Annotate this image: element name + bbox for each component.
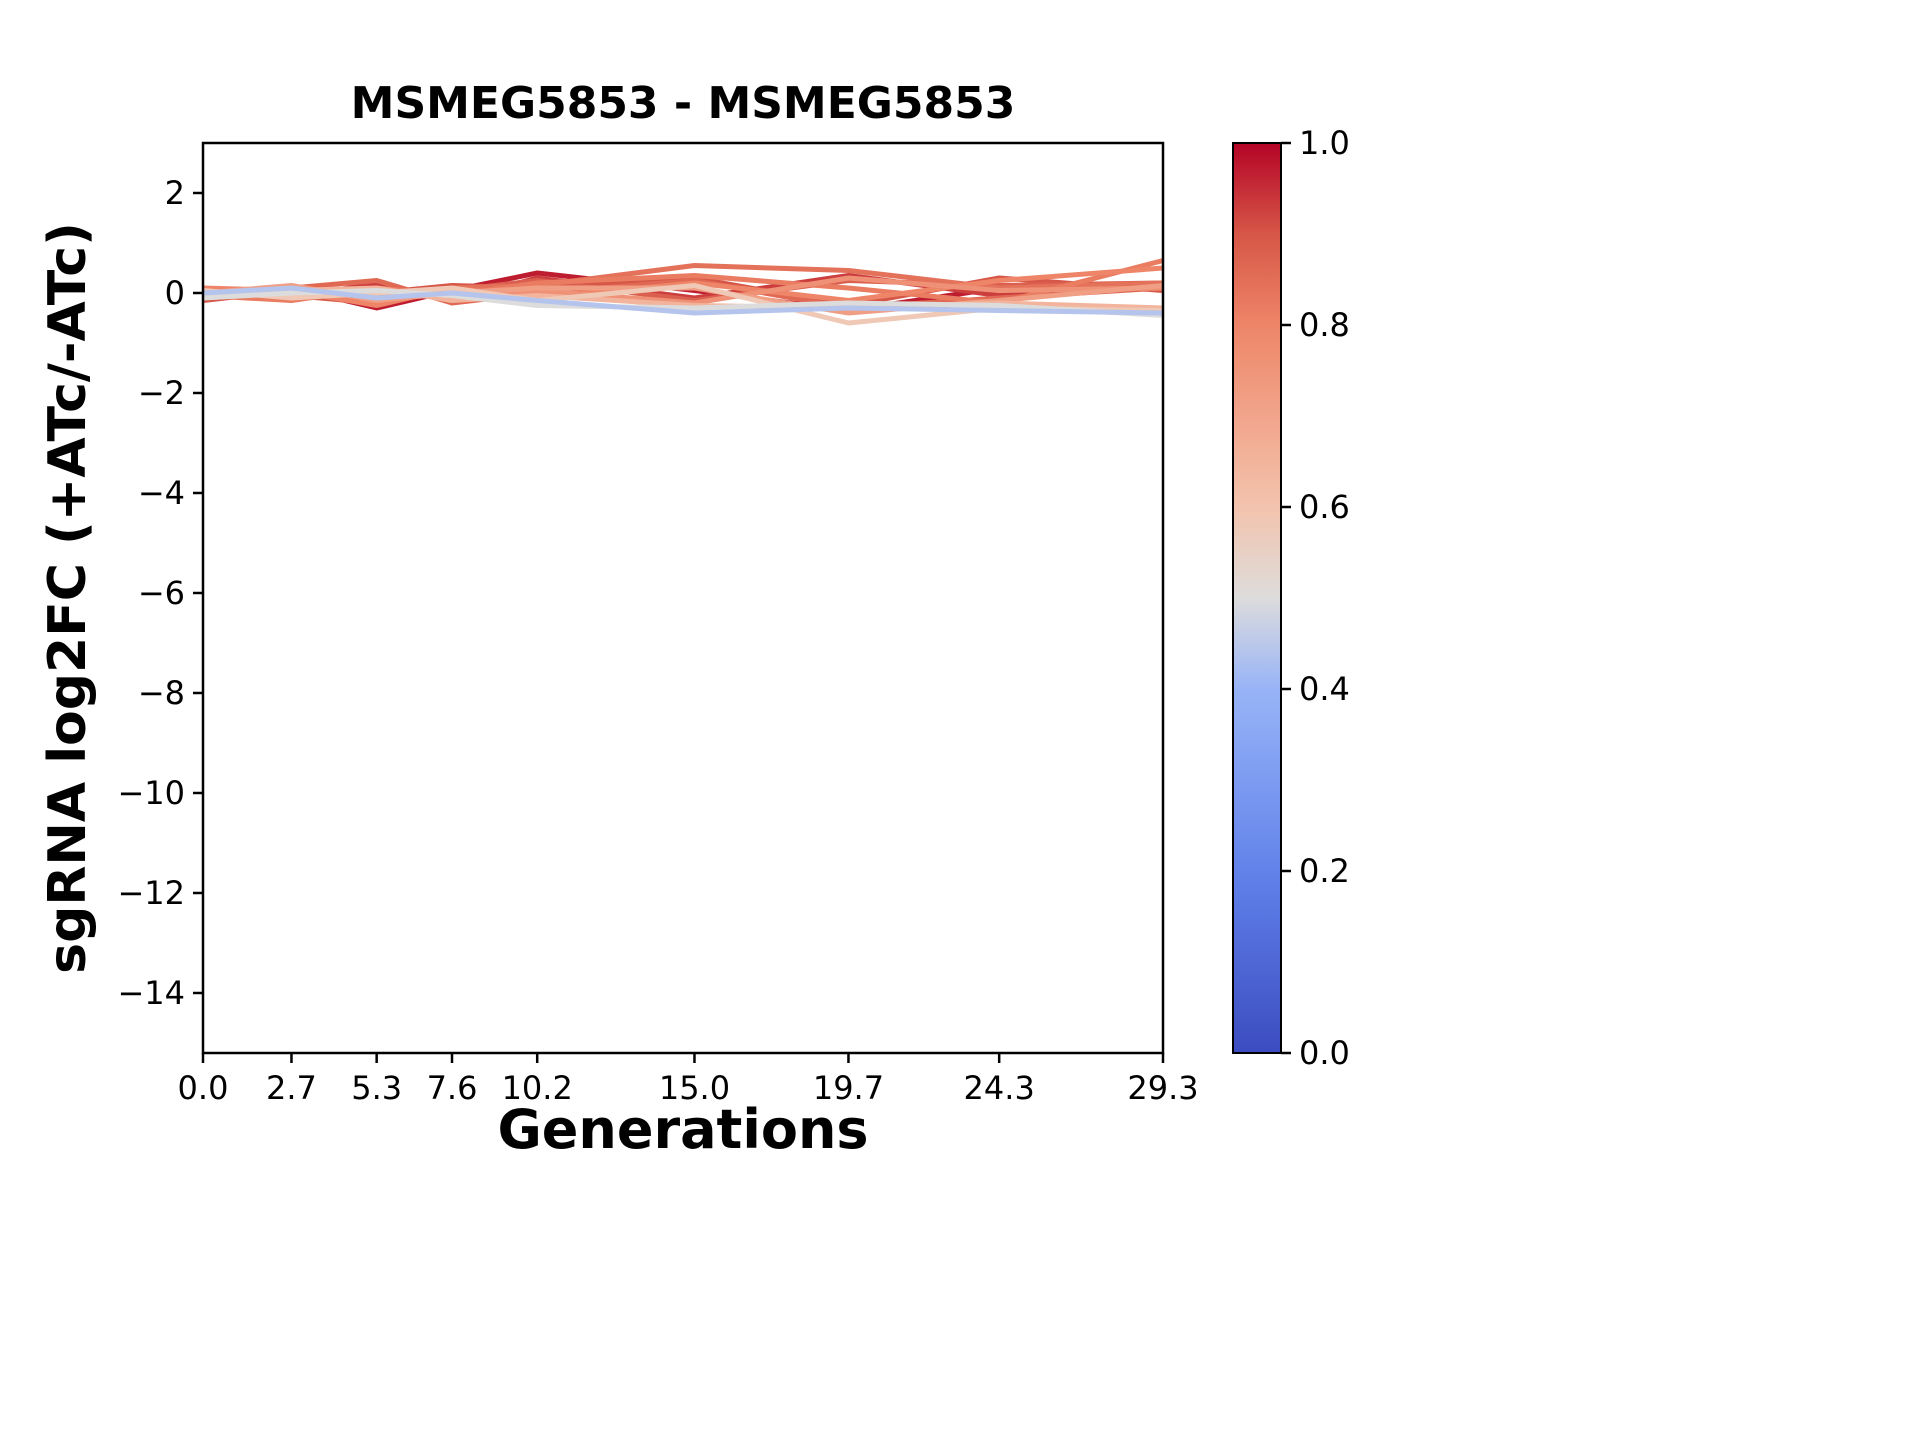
y-tick-label: −14 bbox=[117, 974, 185, 1012]
y-axis: 2 0 −2 −4 −6 −8 −10 −12 −14 bbox=[117, 174, 203, 1012]
colorbar-ticks: 0.0 0.2 0.4 0.6 0.8 1.0 bbox=[1281, 124, 1350, 1072]
x-axis-label: Generations bbox=[497, 1098, 868, 1161]
y-tick-label: 0 bbox=[165, 274, 185, 312]
colorbar-tick-label: 0.4 bbox=[1299, 670, 1350, 708]
y-tick-label: −12 bbox=[117, 874, 185, 912]
x-tick-label: 5.3 bbox=[351, 1069, 402, 1107]
x-tick-label: 29.3 bbox=[1127, 1069, 1198, 1107]
x-tick-label: 7.6 bbox=[427, 1069, 478, 1107]
chart-title: MSMEG5853 - MSMEG5853 bbox=[351, 78, 1016, 129]
x-tick-label: 10.2 bbox=[502, 1069, 573, 1107]
x-tick-label: 15.0 bbox=[659, 1069, 730, 1107]
y-tick-label: −10 bbox=[117, 774, 185, 812]
x-tick-label: 0.0 bbox=[178, 1069, 229, 1107]
x-tick-label: 24.3 bbox=[964, 1069, 1035, 1107]
y-axis-label: sgRNA log2FC (+ATc/-ATc) bbox=[38, 222, 98, 974]
series-lines bbox=[203, 258, 1163, 326]
colorbar bbox=[1232, 142, 1282, 1054]
colorbar-tick-label: 1.0 bbox=[1299, 124, 1350, 162]
y-tick-label: 2 bbox=[165, 174, 185, 212]
x-tick-label: 2.7 bbox=[266, 1069, 317, 1107]
x-axis: 0.0 2.7 5.3 7.6 10.2 15.0 19.7 24.3 29.3 bbox=[178, 1053, 1199, 1107]
y-tick-label: −4 bbox=[138, 474, 185, 512]
y-tick-label: −2 bbox=[138, 374, 185, 412]
colorbar-tick-label: 0.6 bbox=[1299, 488, 1350, 526]
y-tick-label: −8 bbox=[138, 674, 185, 712]
colorbar-tick-label: 0.2 bbox=[1299, 852, 1350, 890]
y-tick-label: −6 bbox=[138, 574, 185, 612]
sgrna-line bbox=[203, 285, 1163, 316]
plot-area bbox=[201, 141, 1165, 1055]
colorbar-tick-label: 0.8 bbox=[1299, 306, 1350, 344]
x-tick-label: 19.7 bbox=[813, 1069, 884, 1107]
colorbar-tick-label: 0.0 bbox=[1299, 1034, 1350, 1072]
